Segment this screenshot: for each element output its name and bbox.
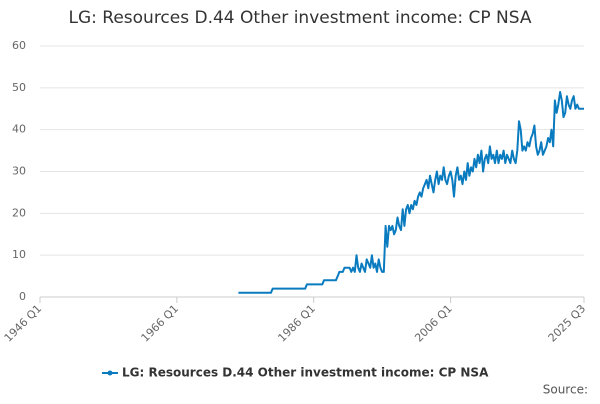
- legend-marker: [107, 370, 113, 376]
- y-tick-label: 0: [19, 290, 26, 303]
- legend-label: LG: Resources D.44 Other investment inco…: [122, 366, 489, 380]
- x-tick-label: 1946 Q1: [2, 302, 45, 345]
- source: Source:: [543, 383, 588, 397]
- y-tick-label: 30: [12, 165, 26, 178]
- y-tick-label: 50: [12, 81, 26, 94]
- x-tick-label: 1966 Q1: [139, 302, 182, 345]
- series-line: [238, 91, 584, 294]
- x-tick-label: 2006 Q1: [412, 302, 455, 345]
- chart-title: LG: Resources D.44 Other investment inco…: [69, 8, 532, 28]
- x-tick-label: 2025 Q3: [546, 302, 589, 345]
- y-tick-label: 40: [12, 123, 26, 136]
- y-tick-label: 10: [12, 248, 26, 261]
- y-tick-label: 60: [12, 39, 26, 52]
- y-tick-label: 20: [12, 206, 26, 219]
- x-tick-label: 1986 Q1: [275, 302, 318, 345]
